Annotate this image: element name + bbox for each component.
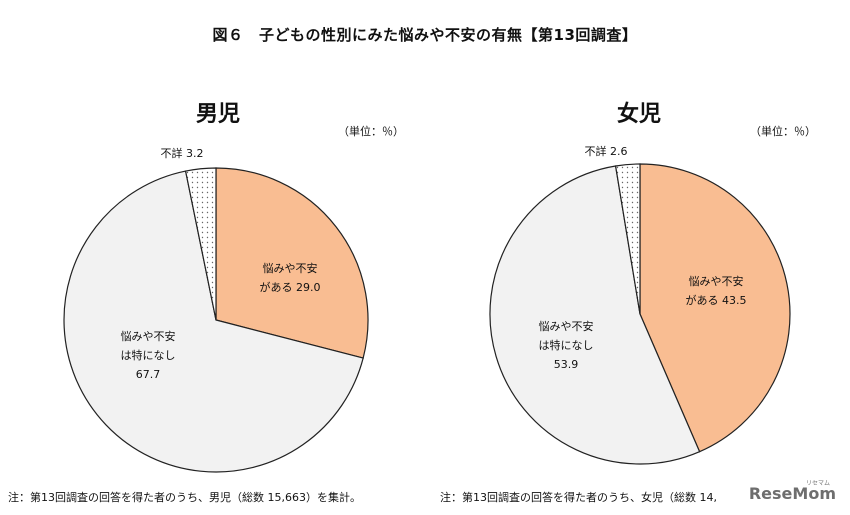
slice-label-line: 悩みや不安 — [689, 274, 744, 288]
unit-label-girls: （単位：％） — [750, 125, 816, 138]
pie-slice-unknown — [184, 167, 217, 321]
brand-logo: ReseMom — [748, 484, 836, 503]
slice-label-line: がある 29.0 — [260, 280, 321, 294]
pie-slice-worried — [639, 163, 791, 453]
pie-slice-worried — [215, 167, 369, 359]
note-girls: 注：第13回調査の回答を得た者のうち、女児（総数 14, — [440, 491, 717, 504]
figure-title: 図６ 子どもの性別にみた悩みや不安の有無【第13回調査】 — [212, 26, 638, 44]
slice-label-unknown: 不詳 3.2 — [161, 146, 204, 160]
slice-label-line: 67.7 — [136, 368, 161, 381]
note-boys: 注：第13回調査の回答を得た者のうち、男児（総数 15,663）を集計。 — [8, 491, 361, 504]
pie-slice-not-worried — [489, 165, 701, 465]
slice-label-worried: 悩みや不安がある 29.0 — [260, 261, 321, 294]
slice-label-line: は特になし — [121, 348, 176, 362]
slice-label-not-worried: 悩みや不安は特になし 53.9 — [539, 319, 594, 371]
slice-label-line: 53.9 — [554, 358, 579, 371]
slice-label-line: 悩みや不安 — [539, 319, 594, 333]
slice-label-unknown: 不詳 2.6 — [585, 144, 628, 158]
slice-label-line: は特になし — [539, 338, 594, 352]
slice-label-line: がある 43.5 — [686, 293, 747, 307]
slice-label-line: 不詳 2.6 — [585, 144, 628, 158]
chart-title-girls: 女児 — [616, 102, 661, 127]
pie-slice-unknown — [614, 163, 641, 315]
slice-label-not-worried: 悩みや不安は特になし 67.7 — [121, 329, 176, 381]
slice-label-line: 不詳 3.2 — [161, 146, 204, 160]
unit-label-boys: （単位：％） — [338, 125, 404, 138]
chart-title-boys: 男児 — [195, 102, 240, 127]
slice-label-line: 悩みや不安 — [263, 261, 318, 275]
pie-slice-not-worried — [63, 170, 364, 473]
slice-label-line: 悩みや不安 — [121, 329, 176, 343]
brand-subtitle: リセマム — [805, 480, 830, 487]
slice-label-worried: 悩みや不安がある 43.5 — [686, 274, 747, 307]
